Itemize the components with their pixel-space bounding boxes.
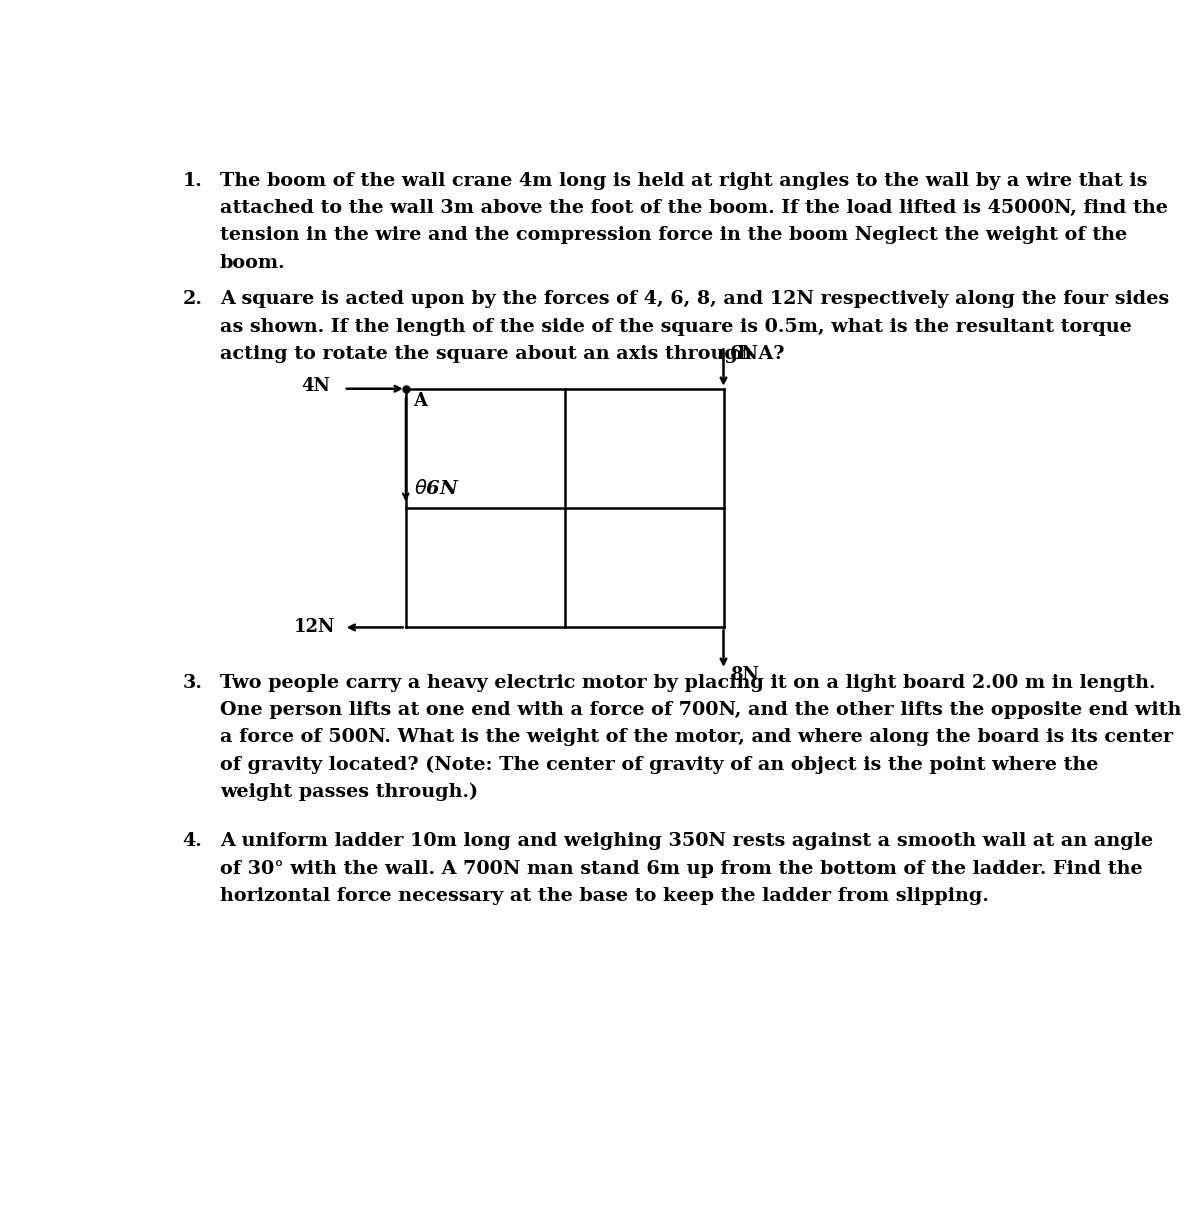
Text: as shown. If the length of the side of the square is 0.5m, what is the resultant: as shown. If the length of the side of t… [220,318,1132,336]
Text: boom.: boom. [220,254,286,272]
Text: A square is acted upon by the forces of 4, 6, 8, and 12N respectively along the : A square is acted upon by the forces of … [220,291,1169,308]
Text: acting to rotate the square about an axis through A?: acting to rotate the square about an axi… [220,345,785,363]
Text: 12N: 12N [293,618,335,636]
Text: of gravity located? (Note: The center of gravity of an object is the point where: of gravity located? (Note: The center of… [220,756,1098,774]
Text: A uniform ladder 10m long and weighing 350N rests against a smooth wall at an an: A uniform ladder 10m long and weighing 3… [220,832,1153,851]
Text: 2.: 2. [182,291,203,308]
Text: 3.: 3. [182,673,203,692]
Text: One person lifts at one end with a force of 700N, and the other lifts the opposi: One person lifts at one end with a force… [220,700,1181,719]
Text: attached to the wall 3m above the foot of the boom. If the load lifted is 45000N: attached to the wall 3m above the foot o… [220,199,1168,217]
Text: 6N: 6N [730,345,758,363]
Text: $\theta$6N: $\theta$6N [414,479,460,499]
Text: weight passes through.): weight passes through.) [220,783,478,801]
Text: The boom of the wall crane 4m long is held at right angles to the wall by a wire: The boom of the wall crane 4m long is he… [220,171,1147,190]
Text: 4.: 4. [182,832,203,851]
Text: 1.: 1. [182,171,203,190]
Text: 4N: 4N [301,377,330,395]
Text: tension in the wire and the compression force in the boom Neglect the weight of : tension in the wire and the compression … [220,227,1127,244]
Text: 8N: 8N [730,666,758,684]
Text: horizontal force necessary at the base to keep the ladder from slipping.: horizontal force necessary at the base t… [220,886,989,905]
Text: Two people carry a heavy electric motor by placing it on a light board 2.00 m in: Two people carry a heavy electric motor … [220,673,1156,692]
Text: A: A [414,391,427,410]
Text: of 30° with the wall. A 700N man stand 6m up from the bottom of the ladder. Find: of 30° with the wall. A 700N man stand 6… [220,859,1142,878]
Text: a force of 500N. What is the weight of the motor, and where along the board is i: a force of 500N. What is the weight of t… [220,729,1172,746]
